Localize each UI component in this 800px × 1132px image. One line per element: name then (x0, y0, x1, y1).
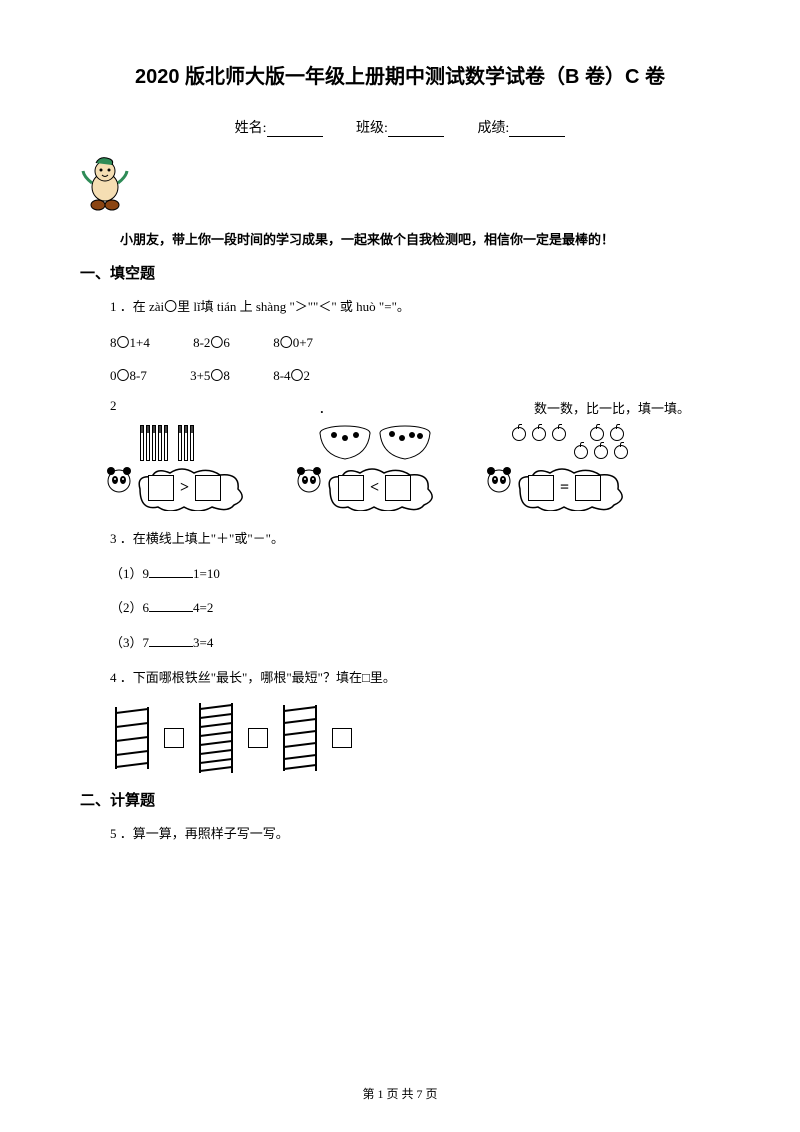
lt-symbol: < (370, 479, 379, 497)
compare-boxes: = (528, 475, 601, 501)
wire-icon (110, 703, 154, 773)
q2-text: 数一数，比一比，填一填。 (534, 398, 690, 417)
q1-row1: 8〇1+4 8-2〇6 8〇0+7 (110, 332, 720, 351)
q2-stem: 2 ． 数一数，比一比，填一填。 (110, 398, 690, 417)
class-blank[interactable] (388, 136, 444, 137)
score-label: 成绩: (477, 121, 509, 136)
q1-item: 8-2〇6 (193, 332, 230, 351)
compare-group-pencils: > (110, 425, 260, 515)
page-footer: 第 1 页 共 7 页 (0, 1085, 800, 1102)
wire-icon (278, 703, 322, 773)
name-blank[interactable] (267, 136, 323, 137)
q4-stem: 4 ．下面哪根铁丝"最长"，哪根"最短"？填在□里。 (110, 668, 720, 689)
bowls-icon (318, 425, 432, 461)
encourage-text: 小朋友，带上你一段时间的学习成果，一起来做个自我检测吧，相信你一定是最棒的！ (120, 229, 720, 248)
class-label: 班级: (356, 121, 388, 136)
answer-box[interactable] (575, 475, 601, 501)
eq-symbol: = (560, 479, 569, 497)
answer-blank[interactable] (149, 577, 193, 578)
name-label: 姓名: (235, 121, 267, 136)
pencils-icon (140, 425, 194, 461)
answer-box[interactable] (164, 728, 184, 748)
q3-stem: 3 ．在横线上填上"＋"或"－"。 (110, 529, 720, 550)
score-blank[interactable] (509, 136, 565, 137)
q5-stem: 5 ．算一算，再照样子写一写。 (110, 824, 720, 845)
gt-symbol: > (180, 479, 189, 497)
answer-box[interactable] (195, 475, 221, 501)
q3a: （1）91=10 (110, 564, 720, 585)
page-title: 2020 版北师大版一年级上册期中测试数学试卷（B 卷）C 卷 (80, 60, 720, 89)
compare-group-apples: = (490, 425, 640, 515)
wire-icon (194, 703, 238, 773)
panda-icon (294, 465, 324, 495)
answer-blank[interactable] (149, 611, 193, 612)
panda-icon (104, 465, 134, 495)
q3c: （3）73=4 (110, 633, 720, 654)
answer-box[interactable] (248, 728, 268, 748)
compare-boxes: < (338, 475, 411, 501)
q1-item: 0〇8-7 (110, 365, 147, 384)
q4-wires (110, 703, 720, 773)
panda-icon (484, 465, 514, 495)
q2-images: > < = (110, 425, 720, 515)
answer-box[interactable] (332, 728, 352, 748)
answer-box[interactable] (338, 475, 364, 501)
answer-blank[interactable] (149, 646, 193, 647)
q1-stem: 1 ．在 zài〇里 lǐ填 tián 上 shàng "＞""＜" 或 huò… (110, 297, 720, 318)
answer-box[interactable] (385, 475, 411, 501)
q1-item: 8〇0+7 (273, 332, 313, 351)
q1-row2: 0〇8-7 3+5〇8 8-4〇2 (110, 365, 720, 384)
mascot-icon (80, 153, 130, 215)
apples-icon (512, 427, 628, 463)
q2-num: 2 (110, 398, 117, 417)
compare-boxes: > (148, 475, 221, 501)
q3b: （2）64=2 (110, 598, 720, 619)
compare-group-bowls: < (300, 425, 450, 515)
answer-box[interactable] (528, 475, 554, 501)
section-2-heading: 二、计算题 (80, 789, 720, 810)
section-1-heading: 一、填空题 (80, 262, 720, 283)
q2-dot: ． (319, 398, 332, 417)
q1-item: 8〇1+4 (110, 332, 150, 351)
answer-box[interactable] (148, 475, 174, 501)
q1-item: 8-4〇2 (273, 365, 310, 384)
student-info: 姓名: 班级: 成绩: (80, 117, 720, 137)
q1-item: 3+5〇8 (190, 365, 230, 384)
